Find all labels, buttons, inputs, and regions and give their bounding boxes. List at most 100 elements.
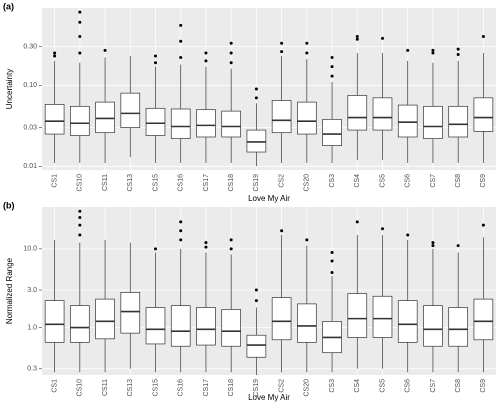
box: [423, 305, 443, 347]
box: [70, 305, 90, 343]
outlier: [179, 220, 183, 224]
box: [70, 105, 90, 136]
outlier: [229, 41, 233, 45]
outlier: [456, 52, 460, 56]
box: [145, 107, 166, 136]
outlier: [229, 238, 233, 242]
x-tick-label: CS16: [178, 174, 185, 192]
outlier: [330, 74, 334, 78]
box: [448, 307, 468, 347]
box: [221, 110, 241, 138]
box: [372, 295, 393, 338]
x-tick-label: CS9: [480, 379, 487, 393]
x-tick-label: CS2: [278, 174, 285, 188]
x-tick-label: CS18: [228, 174, 235, 192]
x-tick-label: CS9: [480, 174, 487, 188]
plot-background: [42, 207, 496, 375]
x-tick-label: CS3: [329, 379, 336, 393]
outlier: [78, 209, 82, 213]
x-tick-label: CS7: [430, 174, 437, 188]
outlier: [305, 51, 309, 55]
outlier: [355, 37, 359, 41]
x-tick-label: CS5: [379, 379, 386, 393]
outlier: [254, 96, 258, 100]
box: [271, 100, 292, 134]
y-axis-label: Uncertainty: [5, 69, 14, 109]
outlier: [179, 39, 183, 43]
box: [473, 298, 494, 341]
box: [196, 109, 216, 138]
x-tick-label: CS5: [379, 174, 386, 188]
box: [271, 297, 292, 341]
outlier: [431, 241, 435, 245]
x-tick-label: CS1: [51, 379, 58, 393]
x-tick-label: CS15: [152, 379, 159, 397]
outlier: [456, 47, 460, 51]
x-tick-label: CS20: [304, 174, 311, 192]
box: [397, 300, 418, 343]
outlier: [280, 229, 284, 233]
outlier: [254, 288, 258, 292]
outlier: [406, 48, 410, 52]
outlier: [381, 36, 384, 40]
plot-background: [42, 8, 496, 170]
outlier: [204, 51, 208, 55]
box: [170, 305, 191, 347]
outlier: [431, 244, 435, 248]
outlier: [204, 241, 208, 245]
x-tick-label: CS18: [228, 379, 235, 397]
outlier: [481, 35, 485, 39]
outlier: [305, 41, 309, 45]
y-tick-label: 3.0: [27, 287, 37, 294]
x-tick-label: CS11: [102, 174, 109, 191]
y-tick-label: 0.30: [23, 43, 37, 50]
outlier: [179, 229, 183, 233]
box: [347, 293, 368, 338]
box: [246, 334, 267, 358]
outlier: [179, 238, 183, 242]
box: [246, 129, 267, 153]
y-tick-label: 0.03: [23, 124, 37, 131]
outlier: [355, 220, 359, 224]
outlier: [254, 299, 258, 303]
box: [170, 108, 191, 139]
box: [297, 303, 317, 343]
y-tick-label: 0.10: [23, 82, 37, 89]
outlier: [280, 41, 284, 45]
x-tick-label: CS11: [102, 379, 109, 396]
outlier: [229, 247, 233, 251]
box: [423, 105, 443, 139]
box: [397, 104, 418, 138]
panel-label: (a): [3, 1, 14, 11]
outlier: [330, 56, 334, 60]
box: [44, 104, 65, 135]
box: [448, 105, 468, 138]
outlier: [103, 48, 107, 52]
outlier: [179, 23, 183, 27]
box: [347, 95, 368, 131]
x-tick-label: CS13: [127, 174, 134, 192]
box: [221, 309, 241, 347]
panel-label: (b): [3, 200, 15, 210]
outlier: [154, 247, 157, 251]
x-tick-label: CS2: [278, 379, 285, 393]
x-tick-label: CS16: [178, 379, 185, 397]
outlier: [204, 245, 208, 249]
outlier: [431, 48, 435, 52]
outlier: [381, 227, 384, 231]
outlier: [330, 259, 334, 263]
outlier: [53, 54, 57, 58]
outlier: [305, 238, 309, 242]
box: [120, 292, 141, 334]
box: [322, 118, 342, 146]
outlier: [78, 233, 82, 237]
outlier: [229, 51, 233, 55]
box: [372, 97, 393, 131]
outlier: [78, 223, 82, 227]
x-tick-label: CS3: [329, 174, 336, 188]
outlier: [355, 35, 359, 39]
outlier: [179, 56, 183, 60]
outlier: [330, 271, 334, 275]
outlier: [53, 51, 57, 55]
box: [95, 298, 115, 340]
